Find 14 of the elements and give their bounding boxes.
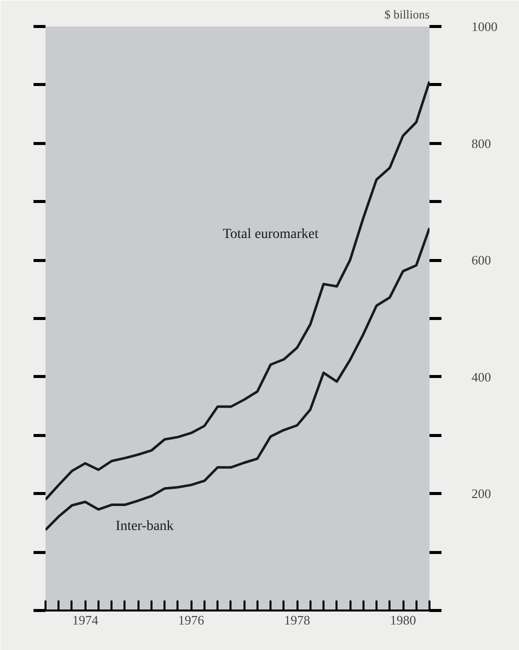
line-series: [46, 226, 430, 532]
line-series: [46, 80, 430, 501]
x-tick-label: 1976: [178, 612, 205, 628]
y-tick-label: 200: [472, 486, 491, 502]
series-label: Inter-bank: [116, 518, 174, 534]
text: Total euromarket: [222, 227, 319, 242]
y-tick-label: 400: [472, 369, 491, 384]
x-tick-label: 1974: [72, 612, 99, 628]
y-tick-label: 800: [472, 136, 491, 151]
y-tick-label: 1000: [472, 19, 498, 34]
y-axis-title: $ billions: [384, 8, 430, 22]
x-tick-label: 1978: [284, 612, 310, 628]
y-tick-label: 600: [472, 252, 491, 268]
x-tick-label: 1980: [390, 612, 416, 628]
